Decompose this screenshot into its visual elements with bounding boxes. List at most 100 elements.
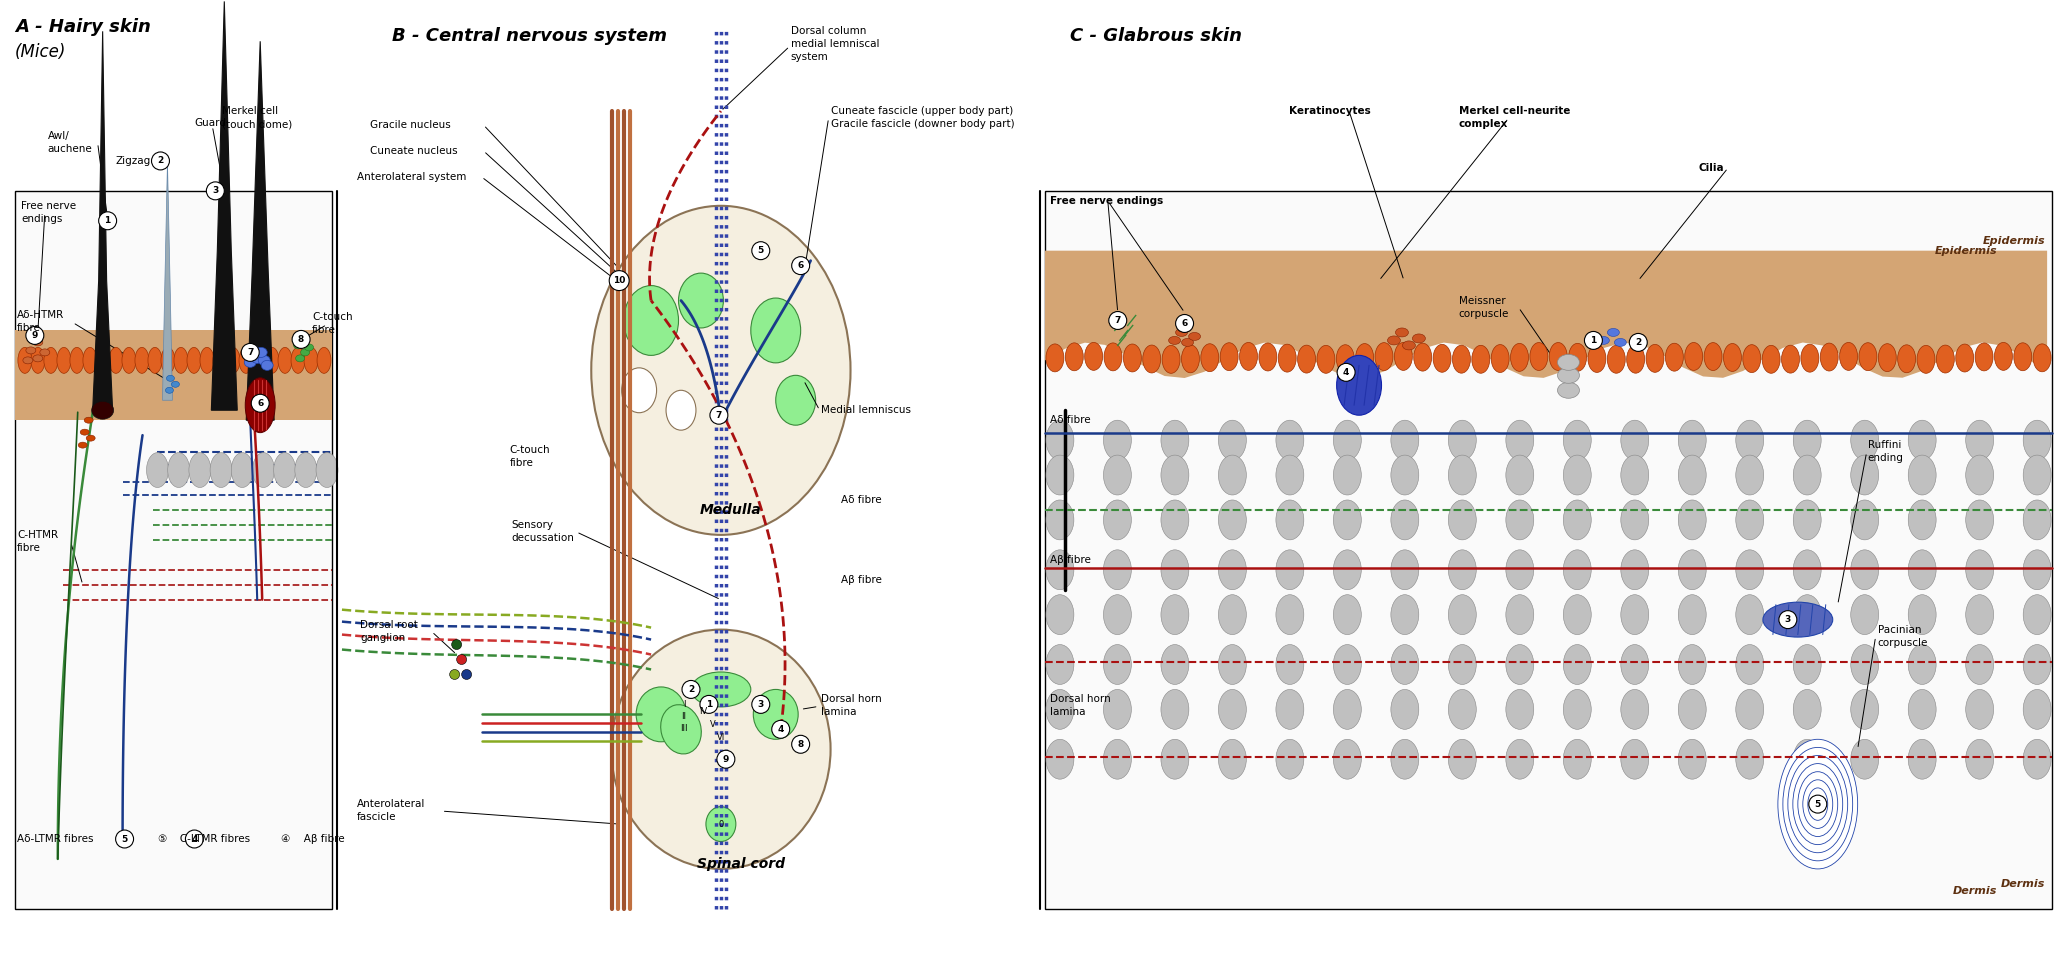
Ellipse shape: [625, 285, 678, 356]
Ellipse shape: [2023, 690, 2051, 729]
Ellipse shape: [1859, 343, 1878, 370]
Ellipse shape: [1704, 343, 1723, 370]
Ellipse shape: [2023, 595, 2051, 635]
Text: 3: 3: [757, 700, 763, 709]
Ellipse shape: [1793, 763, 1843, 845]
Ellipse shape: [277, 347, 292, 373]
Ellipse shape: [246, 378, 275, 432]
Circle shape: [1810, 795, 1826, 813]
Ellipse shape: [1814, 796, 1822, 812]
Ellipse shape: [81, 429, 89, 435]
Text: Anterolateral: Anterolateral: [358, 799, 426, 809]
Ellipse shape: [232, 453, 252, 487]
Ellipse shape: [1621, 595, 1648, 635]
Circle shape: [792, 257, 811, 274]
Ellipse shape: [304, 347, 318, 373]
Ellipse shape: [1334, 455, 1361, 495]
Text: 5: 5: [757, 246, 763, 255]
Ellipse shape: [678, 273, 724, 328]
Ellipse shape: [1506, 550, 1534, 590]
Ellipse shape: [1392, 595, 1419, 635]
Text: 1: 1: [1590, 336, 1596, 345]
Text: endings: endings: [21, 214, 62, 223]
Ellipse shape: [91, 401, 114, 419]
Ellipse shape: [1334, 595, 1361, 635]
Ellipse shape: [1743, 345, 1760, 372]
Circle shape: [709, 407, 728, 424]
Text: 9: 9: [31, 331, 37, 340]
Ellipse shape: [1160, 420, 1189, 460]
Text: Medulla: Medulla: [699, 503, 761, 516]
Ellipse shape: [1967, 500, 1994, 540]
Ellipse shape: [1297, 345, 1315, 373]
Polygon shape: [1044, 251, 2047, 378]
Ellipse shape: [1239, 342, 1257, 370]
Polygon shape: [163, 161, 172, 400]
Ellipse shape: [304, 344, 314, 351]
Text: C - Glabrous skin: C - Glabrous skin: [1069, 27, 1243, 45]
Ellipse shape: [1448, 500, 1477, 540]
Circle shape: [699, 696, 718, 713]
Ellipse shape: [252, 453, 275, 487]
Circle shape: [27, 326, 43, 344]
Ellipse shape: [1679, 595, 1706, 635]
Ellipse shape: [1909, 645, 1936, 684]
Ellipse shape: [1679, 739, 1706, 779]
Text: 5: 5: [122, 835, 128, 844]
Text: Cuneate fascicle (upper body part): Cuneate fascicle (upper body part): [831, 106, 1013, 116]
Ellipse shape: [1549, 343, 1568, 370]
Ellipse shape: [1392, 550, 1419, 590]
Ellipse shape: [134, 347, 149, 373]
Text: Dermis: Dermis: [1952, 886, 1998, 896]
Ellipse shape: [1448, 645, 1477, 684]
Text: 4: 4: [1342, 368, 1348, 377]
Text: IV: IV: [699, 707, 707, 715]
Ellipse shape: [292, 347, 304, 373]
Text: C-LTMR fibres: C-LTMR fibres: [170, 834, 250, 844]
Ellipse shape: [1665, 343, 1683, 371]
Ellipse shape: [1878, 344, 1896, 371]
Text: lamina: lamina: [1051, 708, 1086, 717]
Ellipse shape: [1218, 500, 1247, 540]
Text: Cuneate nucleus: Cuneate nucleus: [370, 146, 457, 156]
Ellipse shape: [1046, 690, 1073, 729]
Text: Spinal cord: Spinal cord: [697, 857, 786, 871]
Text: C-touch: C-touch: [312, 313, 354, 322]
Ellipse shape: [1123, 344, 1142, 372]
Ellipse shape: [2023, 645, 2051, 684]
Ellipse shape: [1276, 550, 1303, 590]
Ellipse shape: [250, 354, 263, 364]
Circle shape: [753, 696, 769, 713]
Ellipse shape: [1334, 645, 1361, 684]
Ellipse shape: [1392, 690, 1419, 729]
Circle shape: [1175, 315, 1193, 332]
Text: fibre: fibre: [312, 325, 335, 335]
Ellipse shape: [79, 442, 87, 448]
Text: fibre: fibre: [17, 323, 41, 333]
Ellipse shape: [1104, 455, 1131, 495]
Ellipse shape: [1563, 420, 1590, 460]
Text: 5: 5: [1814, 800, 1822, 808]
Text: ④: ④: [279, 834, 290, 844]
Ellipse shape: [1160, 500, 1189, 540]
Ellipse shape: [1851, 420, 1878, 460]
Text: corpuscle: corpuscle: [1878, 638, 1927, 648]
Ellipse shape: [1506, 455, 1534, 495]
Circle shape: [461, 669, 472, 679]
Ellipse shape: [1956, 344, 1973, 372]
Text: (Mice): (Mice): [14, 43, 66, 61]
Text: Dorsal horn: Dorsal horn: [821, 695, 881, 705]
Ellipse shape: [1276, 500, 1303, 540]
Ellipse shape: [1781, 345, 1799, 373]
Text: 0: 0: [718, 819, 724, 828]
Ellipse shape: [1735, 595, 1764, 635]
Text: complex: complex: [1458, 119, 1508, 129]
Circle shape: [116, 830, 134, 848]
Text: corpuscle: corpuscle: [1458, 309, 1510, 318]
Ellipse shape: [1160, 739, 1189, 779]
Ellipse shape: [1793, 690, 1822, 729]
Ellipse shape: [1218, 595, 1247, 635]
Circle shape: [250, 394, 269, 413]
Ellipse shape: [1530, 343, 1547, 370]
Ellipse shape: [1104, 595, 1131, 635]
